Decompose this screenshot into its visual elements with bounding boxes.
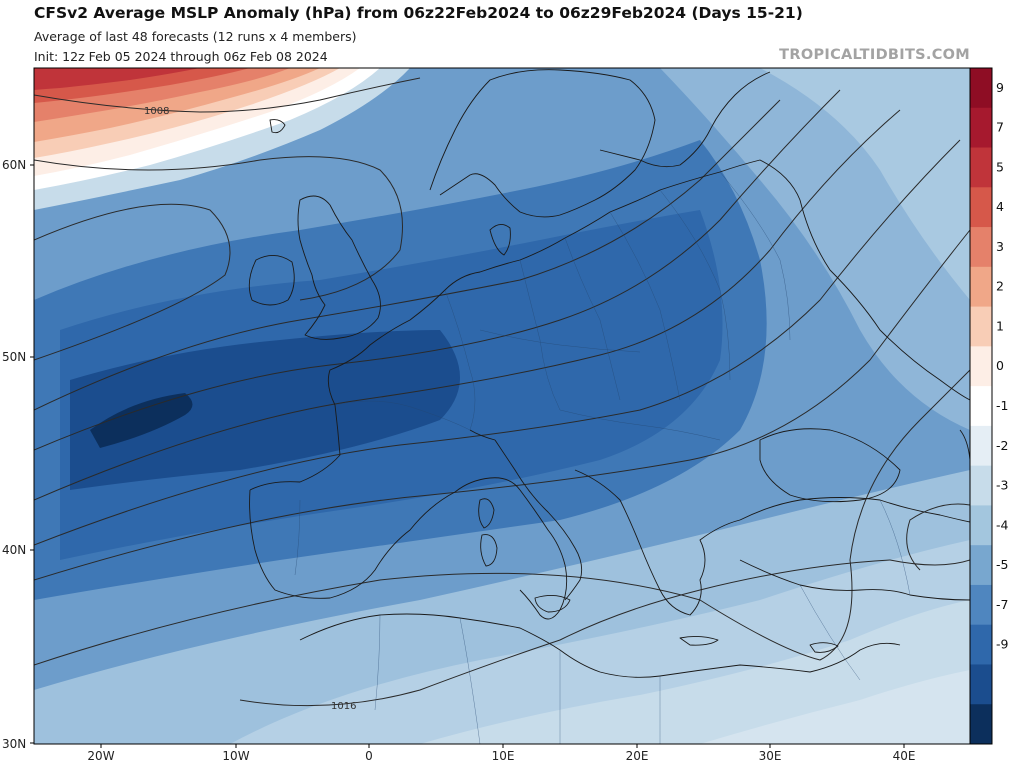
isobar-contours: [34, 77, 970, 707]
colorbar-swatch: [970, 147, 992, 188]
colorbar-swatch: [970, 624, 992, 665]
colorbar-label: 7: [996, 120, 1004, 135]
lon-label-20w: 20W: [87, 749, 114, 763]
lat-label-50n: 50N: [2, 350, 26, 364]
colorbar-label: 1: [996, 318, 1004, 333]
map-title: CFSv2 Average MSLP Anomaly (hPa) from 06…: [34, 4, 803, 22]
colorbar-label: 5: [996, 159, 1004, 174]
colorbar-label: -3: [996, 478, 1008, 493]
map-subtitle-init: Init: 12z Feb 05 2024 through 06z Feb 08…: [34, 49, 328, 64]
colorbar-label: 4: [996, 199, 1004, 214]
colorbar-label: -2: [996, 438, 1008, 453]
colorbar-swatch: [970, 584, 992, 626]
lon-label-0: 0: [365, 749, 373, 763]
lon-label-30e: 30E: [759, 749, 782, 763]
colorbar-label: 0: [996, 358, 1004, 373]
colorbar-swatch: [970, 227, 992, 268]
coastlines: [248, 69, 970, 678]
colorbar-swatch: [970, 505, 992, 546]
source-watermark: TROPICALTIDBITS.COM: [779, 47, 970, 63]
colorbar-swatch: [970, 346, 992, 387]
anomaly-field: 1008 1016: [34, 68, 970, 744]
lat-label-60n: 60N: [2, 158, 26, 172]
lat-label-40n: 40N: [2, 543, 26, 557]
colorbar-swatch: [970, 107, 992, 149]
lat-label-30n: 30N: [2, 737, 26, 751]
colorbar-label: -5: [996, 557, 1008, 572]
isobar-label-1016: 1016: [331, 701, 356, 712]
colorbar-swatch: [970, 664, 992, 705]
latitude-axis: 60N 50N 40N 30N: [2, 158, 34, 751]
colorbar-swatch: [970, 187, 992, 228]
colorbar-swatch: [970, 266, 992, 308]
lon-label-10w: 10W: [222, 749, 249, 763]
colorbar-label: -7: [996, 597, 1008, 612]
isobar-label-1008: 1008: [144, 106, 169, 117]
colorbar: 9 7 5 4 3 2 1 0 -1 -2 -3 -4 -5 -7 -9: [969, 67, 1009, 745]
colorbar-frame: [969, 67, 993, 745]
colorbar-swatch: [970, 704, 992, 745]
colorbar-label: 2: [996, 279, 1004, 294]
borders: [294, 171, 911, 744]
colorbar-label: -9: [996, 637, 1009, 652]
lon-label-10e: 10E: [492, 749, 515, 763]
colorbar-swatch: [970, 425, 992, 467]
colorbar-label: -1: [996, 398, 1008, 413]
map-subtitle-ensemble: Average of last 48 forecasts (12 runs x …: [34, 29, 357, 44]
colorbar-swatch: [970, 306, 992, 347]
colorbar-label: 3: [996, 239, 1004, 254]
lon-label-20e: 20E: [626, 749, 649, 763]
colorbar-swatch: [970, 465, 992, 506]
colorbar-label: 9: [996, 80, 1004, 95]
colorbar-swatch: [970, 386, 992, 427]
lon-label-40e: 40E: [893, 749, 916, 763]
colorbar-swatch: [970, 545, 992, 586]
longitude-axis: 20W 10W 0 10E 20E 30E 40E: [87, 744, 915, 763]
colorbar-swatch: [970, 68, 992, 109]
colorbar-label: -4: [996, 517, 1009, 532]
